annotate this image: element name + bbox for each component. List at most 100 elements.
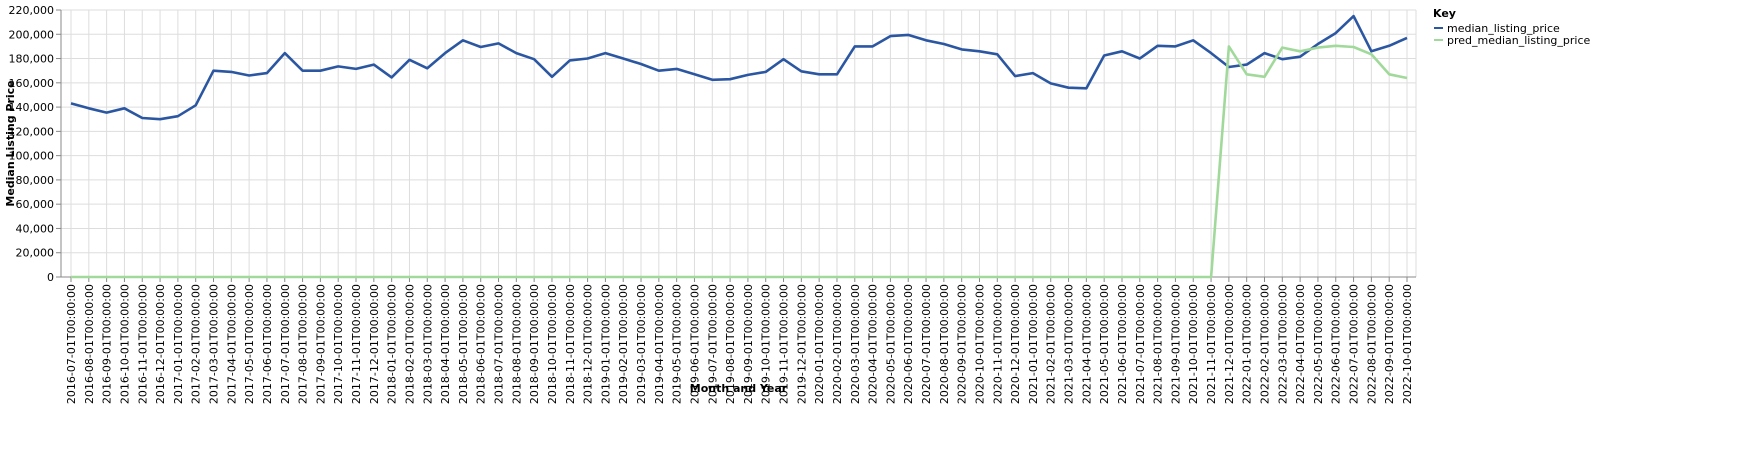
x-tick-label: 2021-04-01T00:00:00 <box>1080 284 1093 404</box>
x-tick-label: 2018-10-01T00:00:00 <box>546 284 559 404</box>
x-tick-label: 2021-12-01T00:00:00 <box>1223 284 1236 404</box>
y-tick-label: 220,000 <box>9 4 55 17</box>
grid-lines <box>61 9 1417 278</box>
x-tick-label: 2017-08-01T00:00:00 <box>297 284 310 404</box>
x-tick-label: 2021-07-01T00:00:00 <box>1134 284 1147 404</box>
y-axis: 0 20,000 40,000 60,000 80,000 100,000 120,000 1… <box>9 4 62 284</box>
x-tick-label: 2017-03-01T00:00:00 <box>208 284 221 404</box>
x-tick-label: 2020-07-01T00:00:00 <box>920 284 933 404</box>
series-line-pred_median_listing_price <box>71 44 1408 279</box>
x-tick-label: 2021-11-01T00:00:00 <box>1205 284 1218 404</box>
x-tick-label: 2016-08-01T00:00:00 <box>83 284 96 404</box>
y-tick-label: 140,000 <box>9 101 55 114</box>
x-tick-label: 2020-04-01T00:00:00 <box>867 284 880 404</box>
x-tick-label: 2019-10-01T00:00:00 <box>760 284 773 404</box>
x-tick-label: 2022-05-01T00:00:00 <box>1312 284 1325 404</box>
y-tick-label: 80,000 <box>16 174 55 187</box>
y-tick-label: 60,000 <box>16 198 55 211</box>
x-tick-label: 2016-07-01T00:00:00 <box>65 284 78 404</box>
x-tick-label: 2022-07-01T00:00:00 <box>1348 284 1361 404</box>
x-tick-label: 2017-02-01T00:00:00 <box>190 284 203 404</box>
x-tick-label: 2019-02-01T00:00:00 <box>617 284 630 404</box>
y-tick-label: 40,000 <box>16 222 55 235</box>
x-tick-label: 2020-10-01T00:00:00 <box>973 284 986 404</box>
x-axis: 2016-07-01T00:00:00 2016-08-01T00:00:00 20… <box>61 276 1416 404</box>
x-tick-label: 2019-09-01T00:00:00 <box>742 284 755 404</box>
y-tick-label: 200,000 <box>9 28 55 41</box>
x-tick-label: 2021-03-01T00:00:00 <box>1063 284 1076 404</box>
y-axis-title: Median Listing Price <box>4 80 17 206</box>
x-tick-label: 2017-01-01T00:00:00 <box>172 284 185 404</box>
y-tick-label: 120,000 <box>9 125 55 138</box>
x-tick-label: 2021-02-01T00:00:00 <box>1045 284 1058 404</box>
x-tick-label: 2018-06-01T00:00:00 <box>475 284 488 404</box>
y-tick-label: 180,000 <box>9 53 55 66</box>
x-tick-label: 2022-03-01T00:00:00 <box>1276 284 1289 404</box>
x-tick-label: 2018-05-01T00:00:00 <box>457 284 470 404</box>
x-tick-label: 2018-01-01T00:00:00 <box>386 284 399 404</box>
x-tick-label: 2017-09-01T00:00:00 <box>314 284 327 404</box>
x-tick-label: 2017-12-01T00:00:00 <box>368 284 381 404</box>
x-tick-label: 2017-06-01T00:00:00 <box>261 284 274 404</box>
x-tick-label: 2017-05-01T00:00:00 <box>243 284 256 404</box>
y-tick-label: 100,000 <box>9 150 55 163</box>
x-tick-label: 2021-01-01T00:00:00 <box>1027 284 1040 404</box>
legend-label-pred_median_listing_price: pred_median_listing_price <box>1447 34 1591 47</box>
x-tick-label: 2022-01-01T00:00:00 <box>1241 284 1254 404</box>
x-tick-label: 2016-09-01T00:00:00 <box>101 284 114 404</box>
x-tick-label: 2016-12-01T00:00:00 <box>154 284 167 404</box>
x-tick-label: 2019-06-01T00:00:00 <box>688 284 701 404</box>
x-tick-label: 2022-06-01T00:00:00 <box>1330 284 1343 404</box>
x-tick-label: 2017-10-01T00:00:00 <box>332 284 345 404</box>
x-tick-label: 2020-01-01T00:00:00 <box>813 284 826 404</box>
x-tick-label: 2016-10-01T00:00:00 <box>118 284 131 404</box>
x-tick-label: 2022-10-01T00:00:00 <box>1401 284 1414 404</box>
series-lines <box>70 14 1408 279</box>
x-tick-label: 2020-02-01T00:00:00 <box>831 284 844 404</box>
x-tick-label: 2020-12-01T00:00:00 <box>1009 284 1022 404</box>
x-tick-label: 2018-12-01T00:00:00 <box>582 284 595 404</box>
x-tick-label: 2020-11-01T00:00:00 <box>991 284 1004 404</box>
x-tick-label: 2022-08-01T00:00:00 <box>1365 284 1378 404</box>
x-tick-label: 2021-10-01T00:00:00 <box>1187 284 1200 404</box>
x-tick-label: 2018-02-01T00:00:00 <box>403 284 416 404</box>
x-tick-label: 2022-02-01T00:00:00 <box>1258 284 1271 404</box>
legend: Key median_listing_pricepred_median_list… <box>1433 7 1591 47</box>
x-tick-label: 2021-09-01T00:00:00 <box>1169 284 1182 404</box>
x-tick-label: 2017-11-01T00:00:00 <box>350 284 363 404</box>
x-tick-label: 2022-04-01T00:00:00 <box>1294 284 1307 404</box>
x-tick-label: 2020-05-01T00:00:00 <box>884 284 897 404</box>
x-tick-label: 2021-05-01T00:00:00 <box>1098 284 1111 404</box>
x-tick-label: 2020-08-01T00:00:00 <box>938 284 951 404</box>
x-tick-label: 2019-05-01T00:00:00 <box>671 284 684 404</box>
series-line-median_listing_price <box>70 14 1408 121</box>
x-tick-label: 2017-04-01T00:00:00 <box>225 284 238 404</box>
x-tick-label: 2020-09-01T00:00:00 <box>956 284 969 404</box>
y-tick-label: 20,000 <box>16 247 55 260</box>
x-tick-label: 2020-03-01T00:00:00 <box>849 284 862 404</box>
x-tick-label: 2017-07-01T00:00:00 <box>279 284 292 404</box>
y-tick-label: 0 <box>47 271 54 284</box>
x-tick-label: 2022-09-01T00:00:00 <box>1383 284 1396 404</box>
legend-title: Key <box>1433 7 1456 20</box>
x-tick-label: 2021-06-01T00:00:00 <box>1116 284 1129 404</box>
x-tick-label: 2018-11-01T00:00:00 <box>564 284 577 404</box>
x-axis-title: Month and Year <box>690 382 788 395</box>
x-tick-label: 2018-08-01T00:00:00 <box>510 284 523 404</box>
x-tick-label: 2019-01-01T00:00:00 <box>599 284 612 404</box>
x-tick-label: 2019-11-01T00:00:00 <box>778 284 791 404</box>
x-tick-label: 2018-03-01T00:00:00 <box>421 284 434 404</box>
x-tick-label: 2016-11-01T00:00:00 <box>136 284 149 404</box>
legend-label-median_listing_price: median_listing_price <box>1447 22 1560 35</box>
x-tick-label: 2019-07-01T00:00:00 <box>706 284 719 404</box>
x-tick-label: 2021-08-01T00:00:00 <box>1152 284 1165 404</box>
x-tick-label: 2019-12-01T00:00:00 <box>795 284 808 404</box>
x-tick-label: 2018-09-01T00:00:00 <box>528 284 541 404</box>
x-tick-label: 2020-06-01T00:00:00 <box>902 284 915 404</box>
y-tick-label: 160,000 <box>9 77 55 90</box>
x-tick-label: 2019-03-01T00:00:00 <box>635 284 648 404</box>
x-tick-label: 2019-08-01T00:00:00 <box>724 284 737 404</box>
x-tick-label: 2019-04-01T00:00:00 <box>653 284 666 404</box>
